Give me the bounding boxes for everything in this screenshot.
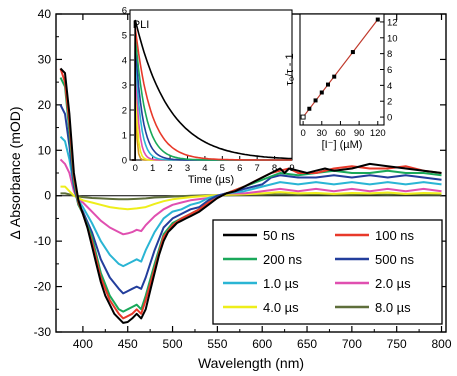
series-line: [59, 67, 442, 324]
x-axis-title: Wavelength (nm): [198, 355, 304, 371]
inset-frame: [299, 13, 385, 126]
x-tick-label: 450: [118, 337, 138, 351]
inset-y-tick-label: 12: [387, 17, 398, 28]
inset-x-tick-label: 4: [202, 163, 207, 174]
inset-x-tick-label: 3: [185, 163, 190, 174]
inset-x-tick-label: 8: [272, 163, 277, 174]
legend-label: 1.0 µs: [263, 276, 299, 291]
legend-label: 50 ns: [263, 228, 295, 243]
inset-x-tick-label: 90: [354, 128, 365, 139]
inset-y-tick-label: 0: [122, 156, 127, 167]
x-tick-label: 800: [432, 337, 452, 351]
legend-label: 8.0 µs: [375, 300, 411, 315]
data-point: [350, 50, 355, 55]
inset-y-title: τ₀/τ - 1: [284, 53, 296, 85]
inset-x-title: [I⁻] (µM): [322, 139, 363, 151]
y-tick-label: -10: [34, 234, 52, 248]
y-tick-label: -30: [34, 325, 52, 339]
inset-y-tick-label: 6: [387, 65, 392, 76]
series-line: [59, 158, 442, 236]
inset-decay-trace: [131, 19, 293, 161]
inset-series-group: [131, 19, 293, 161]
y-tick-label: 20: [38, 98, 52, 112]
legend: 50 ns 100 ns 200 ns 500 ns 1.0 µs 2.0 µs 4.0 µ…: [212, 219, 443, 325]
inset-x-tick-label: 120: [370, 128, 386, 139]
inset-y-tick-label: 4: [122, 56, 127, 67]
data-point: [326, 82, 330, 87]
inset-x-tick-label: 1: [150, 163, 155, 174]
inset-x-tick-label: 0: [133, 163, 138, 174]
inset-y-tick-label: 6: [122, 6, 127, 17]
data-point: [332, 74, 337, 79]
legend-label: 500 ns: [375, 252, 415, 267]
legend-label: 200 ns: [263, 252, 303, 267]
inset-x-tick-label: 2: [167, 163, 172, 174]
data-point: [313, 98, 318, 103]
inset-x-tick-label: 7: [255, 163, 260, 174]
y-tick-label: 0: [44, 189, 51, 203]
inset-x-tick-label: 5: [220, 163, 225, 174]
x-tick-label: 400: [73, 337, 93, 351]
y-axis-title: Δ Absorbance (mOD): [7, 106, 23, 239]
inset-x-tick-label: 60: [335, 128, 346, 139]
series-line: [59, 135, 442, 268]
data-point: [307, 106, 312, 111]
inset-x-tick-label: 0: [300, 128, 305, 139]
legend-label: 4.0 µs: [263, 300, 299, 315]
series-line: [60, 185, 442, 211]
inset-y-tick-label: 1: [122, 131, 127, 142]
x-tick-label: 650: [297, 337, 317, 351]
x-tick-label: 750: [387, 337, 407, 351]
data-point: [300, 114, 306, 120]
data-point: [375, 17, 380, 22]
y-tick-label: -20: [34, 280, 52, 294]
inset-y-tick-label: 0: [387, 113, 392, 124]
x-tick-label: 500: [163, 337, 183, 351]
inset-y-tick-label: 5: [122, 31, 127, 42]
inset-y-tick-label: 3: [122, 81, 127, 92]
inset-y-tick-label: 4: [387, 81, 392, 92]
x-tick-label: 550: [207, 337, 227, 351]
x-tick-label: 700: [342, 337, 362, 351]
series-line: [60, 192, 442, 201]
y-tick-label: 10: [38, 143, 52, 157]
x-tick-label: 600: [252, 337, 272, 351]
y-tick-label: 40: [38, 7, 52, 21]
inset-decay-trace: [131, 27, 292, 161]
inset-x-tick-label: 6: [237, 163, 242, 174]
inset-x-tick-label: 9: [289, 163, 294, 174]
inset-y-tick-label: 10: [387, 33, 398, 44]
inset-x-title: Time (µs): [188, 174, 234, 186]
legend-label: 100 ns: [375, 228, 415, 243]
series-line: [59, 104, 442, 295]
data-point: [319, 90, 324, 95]
inset-frame: [129, 9, 293, 161]
inset-y-tick-label: 2: [387, 97, 392, 108]
legend-label: 2.0 µs: [375, 276, 411, 291]
inset-y-tick-label: 2: [122, 106, 127, 117]
main-chart: 400 450 500 550 600 650 700 750 800-30-20-100102…: [7, 7, 452, 371]
y-tick-label: 30: [38, 52, 52, 66]
inset-y-tick-label: 8: [387, 49, 392, 60]
series-group: [59, 67, 442, 324]
inset-x-tick-label: 30: [316, 128, 327, 139]
